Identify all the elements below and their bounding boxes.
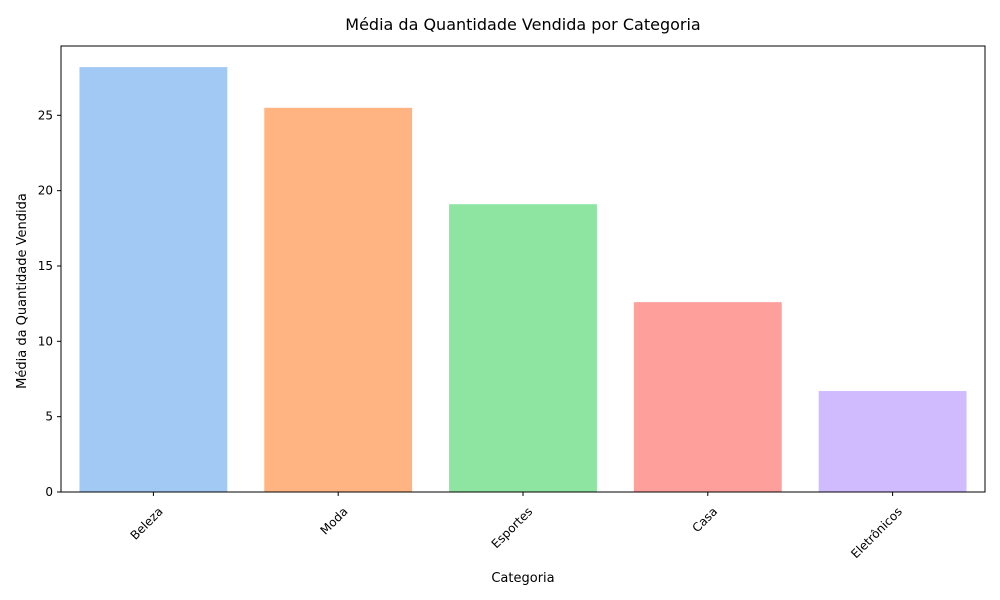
bar-casa	[633, 302, 782, 492]
bar-moda	[264, 107, 413, 492]
bar-eletronicos	[818, 391, 967, 492]
bar-beleza	[79, 67, 228, 492]
chart-title: Média da Quantidade Vendida por Categori…	[345, 15, 700, 34]
y-tick-label: 25	[38, 108, 53, 122]
bars-group	[79, 67, 967, 492]
bar-esportes	[449, 204, 597, 492]
y-tick-label: 20	[38, 184, 53, 198]
y-tick-label: 0	[45, 485, 53, 499]
y-tick-label: 5	[45, 410, 53, 424]
y-tick-label: 10	[38, 334, 53, 348]
y-axis-label: Média da Quantidade Vendida	[15, 193, 30, 389]
y-axis-ticks: 0 5 10 15 20 25	[38, 108, 61, 499]
y-tick-label: 15	[38, 259, 53, 273]
x-axis-label: Categoria	[491, 571, 554, 586]
